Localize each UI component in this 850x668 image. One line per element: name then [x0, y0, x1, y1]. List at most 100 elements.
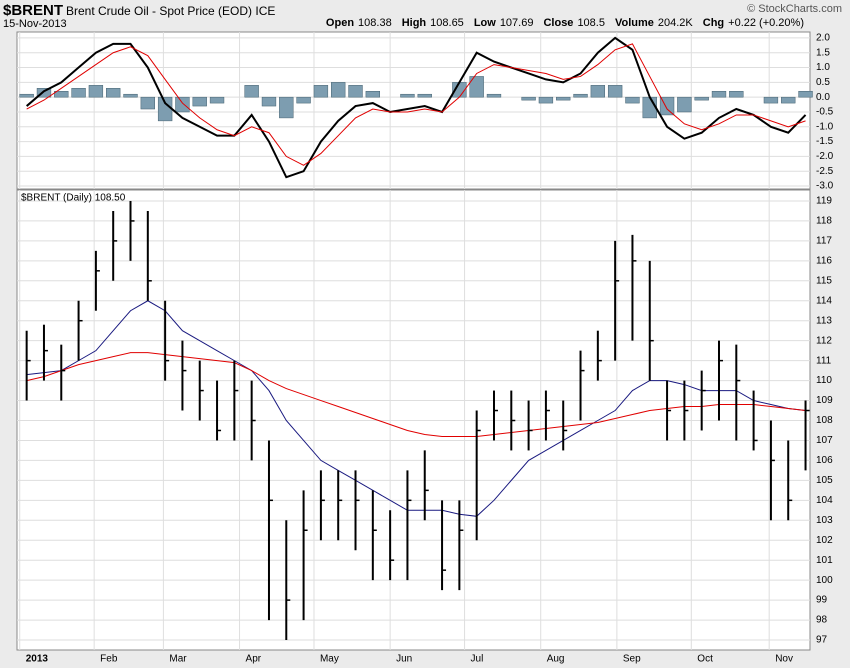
- y-tick-label: 114: [816, 295, 832, 306]
- y-tick-label: 118: [816, 216, 832, 227]
- y-tick-label: 2.0: [816, 33, 830, 44]
- y-tick-label: 98: [816, 615, 828, 626]
- histogram-bar: [642, 96, 657, 119]
- y-tick-label: 102: [816, 535, 833, 546]
- y-tick-label: 111: [816, 355, 832, 366]
- y-tick-label: 106: [816, 455, 833, 466]
- histogram-bar: [469, 76, 484, 98]
- quote-value: 107.69: [499, 17, 534, 29]
- histogram-bar: [106, 88, 121, 98]
- histogram-bar: [729, 90, 744, 98]
- symbol: $BRENT: [3, 2, 64, 19]
- histogram-bar: [88, 85, 104, 98]
- histogram-bar: [313, 85, 329, 98]
- quote-label: Open: [325, 17, 355, 29]
- histogram-bar: [279, 96, 294, 119]
- quote-value: +0.22 (+0.20%): [728, 17, 804, 29]
- x-tick-label: Feb: [100, 654, 118, 665]
- histogram-bar: [54, 90, 69, 98]
- x-tick-label: Jun: [396, 654, 412, 665]
- name: Brent Crude Oil - Spot Price (EOD): [66, 4, 253, 18]
- y-tick-label: -1.5: [816, 136, 834, 147]
- quote-label: High: [401, 17, 427, 29]
- x-tick-label: 2013: [26, 654, 49, 665]
- y-tick-label: 0.0: [816, 92, 830, 103]
- quote: Open 108.38 High 108.65 Low 107.69 Close 108.5 V…: [320, 17, 804, 29]
- y-tick-label: 113: [816, 315, 832, 326]
- y-tick-label: 119: [816, 196, 832, 207]
- histogram-bar: [192, 96, 207, 107]
- histogram-bar: [798, 90, 813, 98]
- y-tick-label: 110: [816, 375, 832, 386]
- histogram-bar: [400, 93, 415, 98]
- quote-value: 108.65: [430, 17, 464, 29]
- histogram-bar: [296, 96, 311, 104]
- histogram-bar: [417, 93, 432, 98]
- histogram-bar: [123, 93, 138, 98]
- histogram-bar: [486, 93, 502, 98]
- quote-value: 108.38: [358, 17, 392, 29]
- x-tick-label: Sep: [623, 654, 641, 665]
- quote-label: Volume: [614, 17, 654, 29]
- line: [26, 300, 806, 517]
- y-tick-label: 100: [816, 575, 833, 586]
- quote-label: Low: [473, 17, 496, 29]
- y-tick-label: -2.5: [816, 166, 834, 177]
- histogram-bar: [71, 88, 86, 98]
- histogram-bar: [209, 96, 225, 104]
- histogram-bar: [175, 96, 190, 113]
- histogram-bar: [573, 93, 588, 98]
- histogram-bar: [607, 85, 623, 98]
- panel-label: $BRENT (Daily) 108.50: [21, 193, 126, 204]
- y-tick-label: -2.0: [816, 151, 834, 162]
- y-tick-label: 107: [816, 435, 833, 446]
- y-tick-label: 99: [816, 595, 828, 606]
- histogram-bar: [348, 85, 363, 98]
- y-tick-label: 101: [816, 555, 833, 566]
- histogram-bar: [781, 96, 796, 104]
- histogram-bar: [244, 85, 259, 98]
- line: [26, 36, 807, 179]
- histogram-bar: [763, 96, 779, 104]
- x-tick-label: Apr: [246, 654, 262, 665]
- y-tick-label: 0.5: [816, 77, 830, 88]
- y-tick-label: 97: [816, 635, 828, 646]
- date: 15-Nov-2013: [3, 18, 67, 30]
- x-tick-label: Nov: [775, 654, 793, 665]
- header: $BRENT Brent Crude Oil - Spot Price (EOD…: [0, 0, 850, 32]
- quote-label: Chg: [702, 17, 725, 29]
- quote-label: Close: [543, 17, 574, 29]
- histogram-bar: [261, 96, 277, 107]
- y-tick-label: 104: [816, 495, 833, 506]
- y-tick-label: -1.0: [816, 121, 834, 132]
- line: [26, 352, 806, 437]
- x-tick-label: May: [320, 654, 339, 665]
- histogram-bar: [140, 96, 155, 110]
- y-tick-label: 112: [816, 335, 832, 346]
- y-tick-label: 108: [816, 415, 833, 426]
- instrument: Brent Crude Oil - Spot Price (EOD) ICE: [66, 4, 275, 18]
- x-tick-label: Mar: [169, 654, 187, 665]
- x-tick-label: Jul: [471, 654, 484, 665]
- exchange: ICE: [255, 4, 276, 18]
- histogram-bar: [711, 90, 727, 98]
- histogram-bar: [19, 93, 34, 98]
- y-tick-label: -0.5: [816, 107, 834, 118]
- quote-value: 108.5: [577, 17, 605, 29]
- x-tick-label: Oct: [697, 654, 713, 665]
- y-tick-label: 116: [816, 255, 832, 266]
- histogram-bar: [625, 96, 640, 104]
- histogram-bar: [556, 96, 571, 101]
- histogram-bar: [694, 96, 709, 101]
- y-tick-label: 1.5: [816, 47, 830, 58]
- y-tick-label: 103: [816, 515, 833, 526]
- y-tick-label: 117: [816, 236, 832, 247]
- watermark: © StockCharts.com: [747, 3, 842, 15]
- y-tick-label: 109: [816, 395, 833, 406]
- line: [26, 43, 806, 166]
- histogram-bar: [331, 82, 346, 98]
- x-tick-label: Aug: [547, 654, 565, 665]
- histogram-bar: [677, 96, 692, 113]
